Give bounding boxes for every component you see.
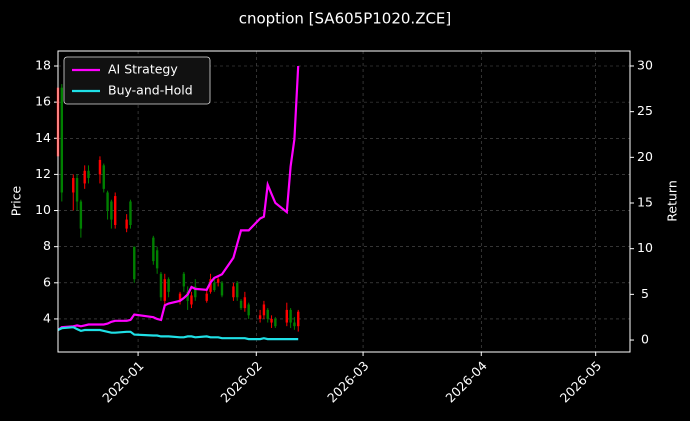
y2-tick-label: 25	[637, 103, 653, 118]
candle-body	[297, 311, 300, 327]
candle-body	[79, 201, 83, 229]
candle-body	[102, 165, 105, 189]
candle-body	[106, 192, 109, 211]
y-tick-label: 12	[35, 166, 51, 181]
candle-body	[182, 273, 186, 287]
candle-body	[289, 309, 292, 323]
line-series	[57, 326, 299, 341]
candle-body	[293, 322, 296, 327]
candle-body	[110, 201, 113, 220]
candle-body	[98, 159, 102, 175]
candle-body	[159, 273, 163, 298]
chart-title: cnoption [SA605P1020.ZCE]	[239, 10, 452, 28]
y2-tick-label: 5	[641, 286, 649, 301]
candle-body	[274, 318, 277, 327]
y2-tick-label: 15	[637, 195, 653, 210]
y-tick-label: 6	[43, 274, 51, 289]
candle-body	[129, 201, 132, 225]
candle-body	[266, 309, 269, 319]
candle-body	[155, 250, 159, 269]
legend-label: Buy-and-Hold	[108, 83, 193, 98]
y2-tick-label: 20	[637, 149, 653, 164]
y-tick-label: 10	[35, 202, 51, 217]
candle-body	[72, 178, 75, 193]
candle-body	[186, 291, 189, 301]
candle-body	[243, 297, 247, 309]
y2-axis-label: Return	[665, 180, 680, 221]
y-tick-label: 14	[35, 130, 51, 145]
candle-body	[114, 196, 117, 225]
candle-body	[152, 237, 155, 262]
candle-body	[194, 286, 197, 298]
candle-body	[178, 293, 182, 301]
line-series	[57, 65, 300, 331]
candle-body	[83, 170, 86, 184]
candle-body	[60, 87, 64, 193]
candle-body	[125, 219, 128, 229]
candle-body	[87, 170, 90, 179]
candle-body	[262, 304, 266, 316]
candle-body	[213, 282, 216, 291]
candle-body	[247, 304, 250, 316]
candle-body	[167, 279, 170, 292]
y-axis-label: Price	[9, 185, 24, 216]
y2-tick-label: 30	[637, 57, 653, 72]
y-tick-label: 18	[35, 57, 51, 72]
candle-body	[190, 295, 193, 305]
y-tick-label: 4	[43, 310, 51, 325]
y2-tick-label: 10	[637, 240, 653, 255]
plot-frame	[57, 50, 631, 353]
candle-body	[209, 279, 212, 292]
y2-tick-label: 0	[641, 332, 649, 347]
candle-body	[236, 282, 239, 298]
candle-body	[239, 300, 243, 309]
legend-label: AI Strategy	[108, 62, 178, 77]
candle-body	[270, 318, 273, 323]
candle-body	[205, 293, 208, 301]
candle-body	[232, 286, 235, 298]
candle-body	[258, 315, 262, 319]
candle-body	[75, 178, 79, 202]
y-tick-label: 16	[35, 94, 51, 109]
candle-body	[163, 279, 166, 301]
candle-body	[133, 246, 136, 280]
candle-body	[220, 282, 224, 296]
candle-body	[216, 279, 220, 283]
candle-body	[285, 309, 288, 323]
y-tick-label: 8	[43, 238, 51, 253]
legend-box	[63, 56, 211, 105]
